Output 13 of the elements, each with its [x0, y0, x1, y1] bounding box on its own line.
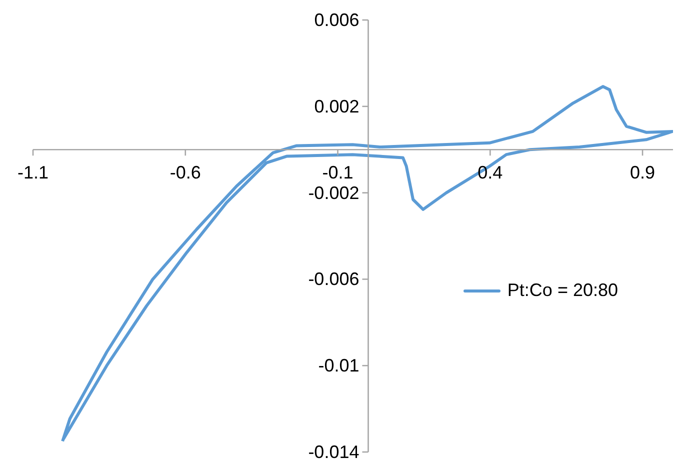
- y-tick-label: -0.002: [308, 182, 360, 203]
- x-tick-label: -0.1: [322, 162, 354, 183]
- y-tick-label: -0.014: [308, 442, 360, 462]
- y-tick-label: -0.01: [318, 356, 360, 376]
- line-series: [61, 85, 673, 443]
- y-tick-label: 0.002: [314, 96, 360, 116]
- y-tick-label: 0.006: [314, 10, 360, 30]
- x-tick-label: 0.9: [630, 162, 656, 183]
- x-tick-label: -1.1: [17, 162, 49, 183]
- x-tick-label: 0.4: [478, 162, 503, 183]
- legend-label: Pt:Co = 20:80: [507, 280, 618, 301]
- y-tick-label: -0.006: [308, 269, 360, 290]
- x-tick-label: -0.6: [170, 162, 201, 183]
